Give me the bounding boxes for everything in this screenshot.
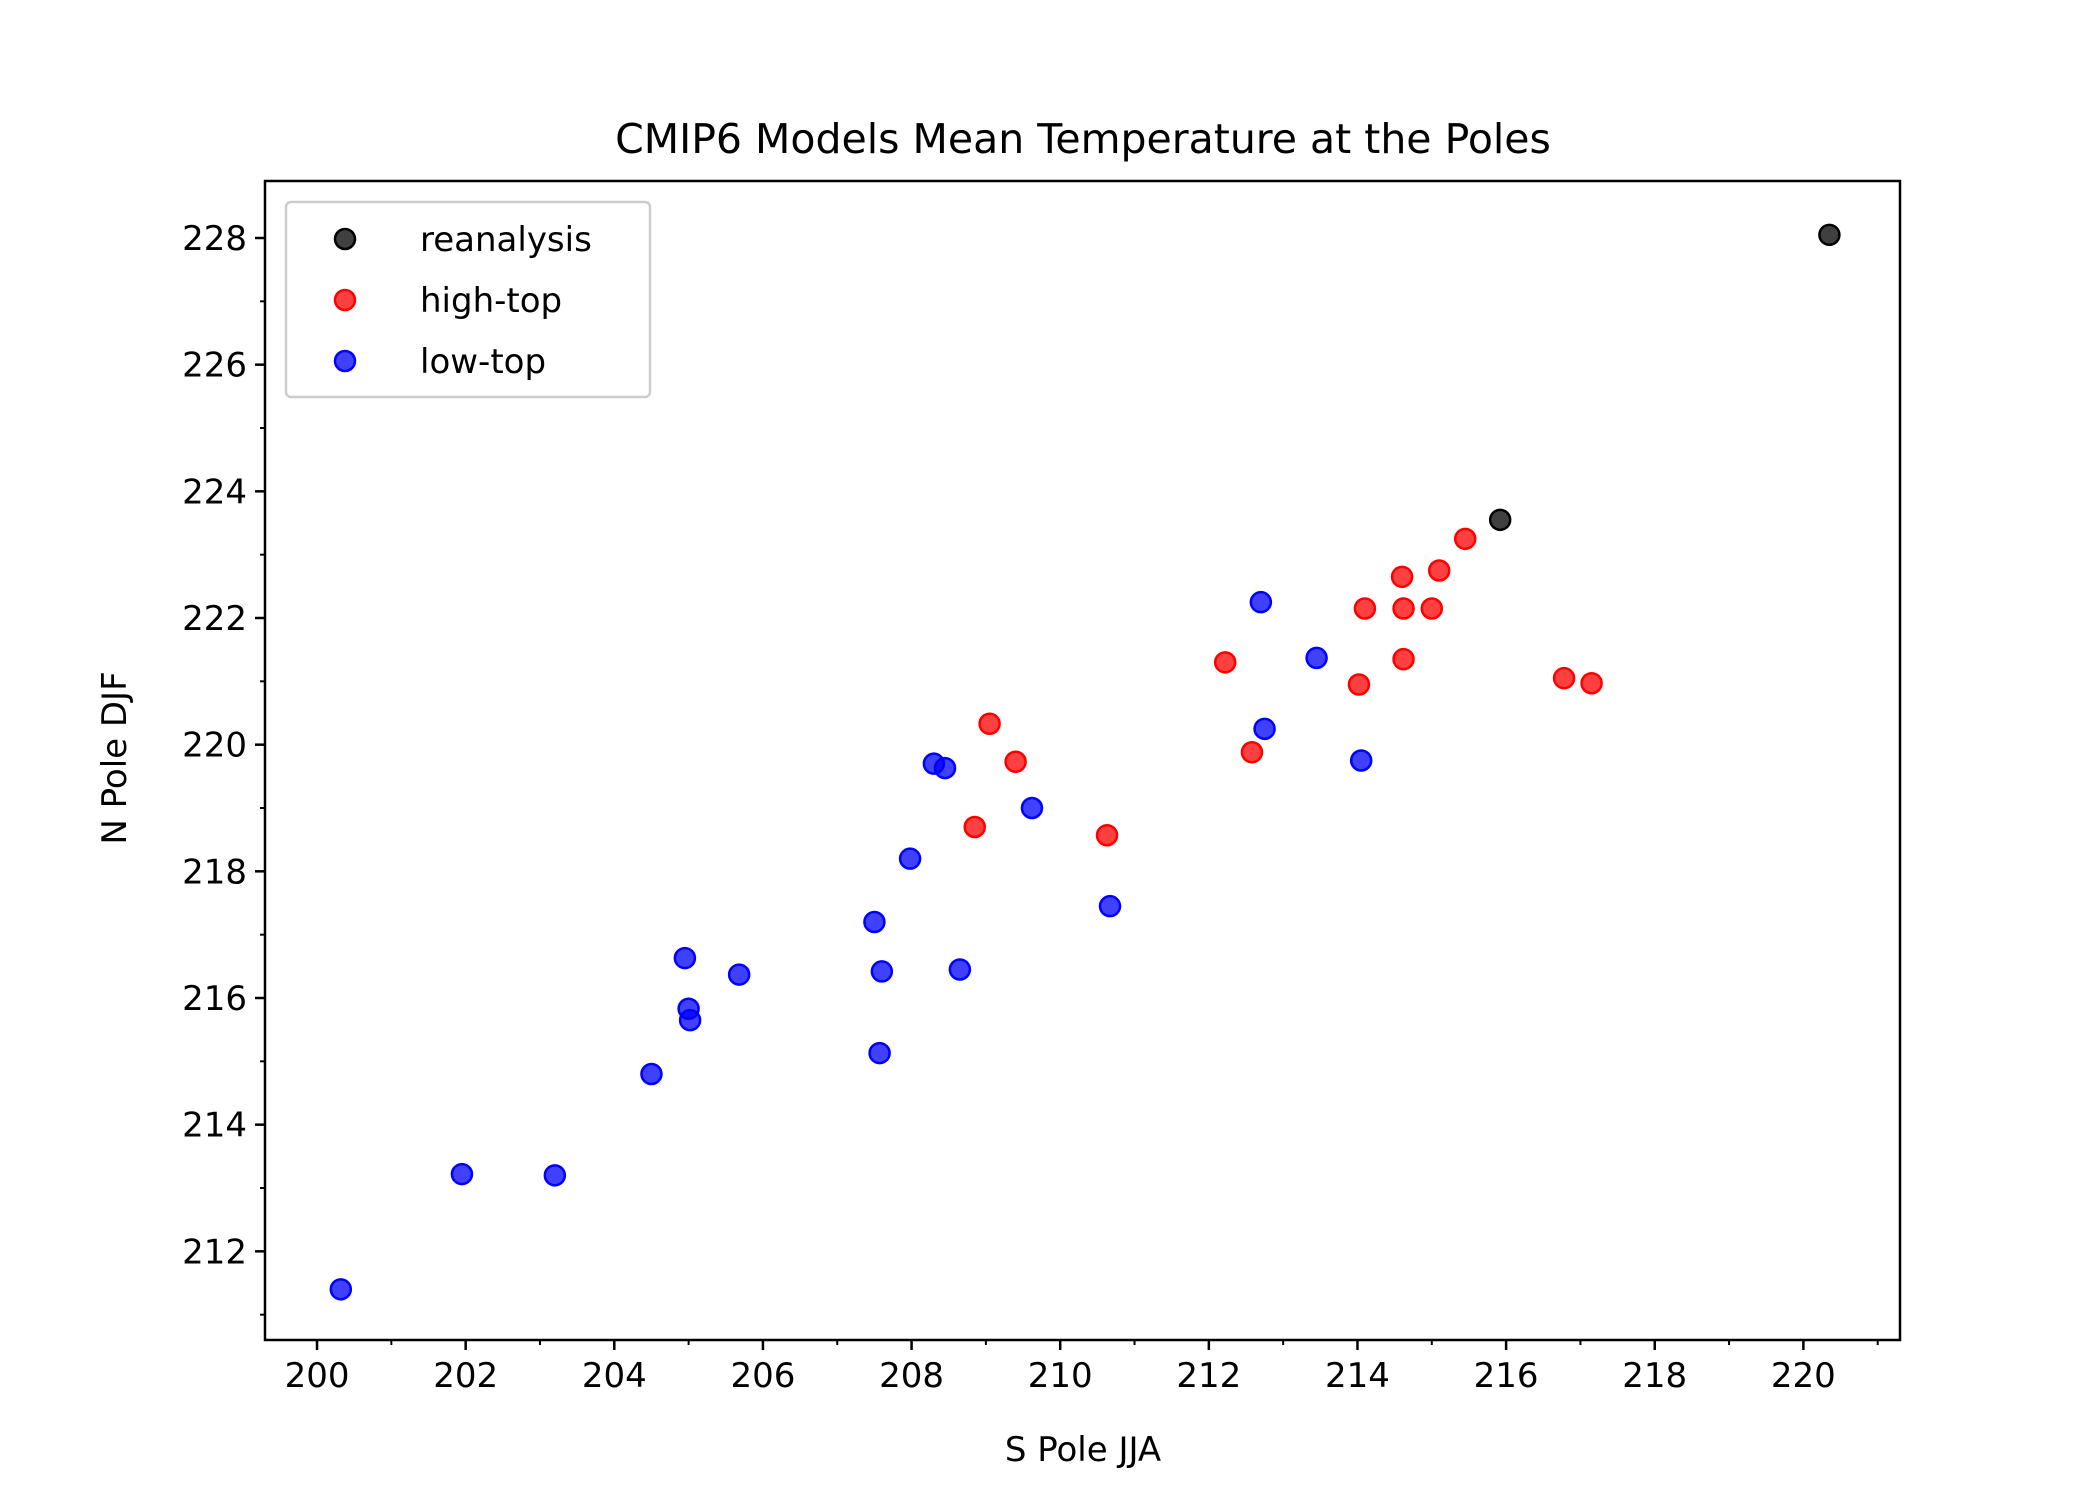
low-top-point xyxy=(678,1008,702,1032)
high-top-point xyxy=(963,815,986,839)
x-tick-label: 214 xyxy=(1325,1356,1390,1396)
high-top-point xyxy=(978,712,1001,736)
x-tick-label: 220 xyxy=(1771,1356,1836,1396)
low-top-point xyxy=(1249,590,1273,614)
y-tick-label: 214 xyxy=(182,1106,247,1146)
legend-label-low-top: low-top xyxy=(420,342,546,382)
y-tick-label: 220 xyxy=(182,726,247,766)
x-tick-label: 212 xyxy=(1176,1356,1241,1396)
low-top-point xyxy=(1098,894,1122,918)
x-tick-label: 200 xyxy=(285,1356,350,1396)
low-top-point xyxy=(933,756,957,780)
low-top-point xyxy=(543,1164,567,1187)
low-top-point xyxy=(898,847,922,870)
high-top-point xyxy=(1427,559,1451,582)
low-top-point xyxy=(673,946,697,970)
low-top-point xyxy=(1253,717,1276,741)
x-tick-label: 208 xyxy=(879,1356,944,1396)
y-tick-label: 228 xyxy=(182,219,247,259)
y-tick-label: 218 xyxy=(182,852,247,892)
x-tick-label: 216 xyxy=(1474,1356,1539,1396)
legend-marker-high-top xyxy=(333,288,357,312)
high-top-point xyxy=(1552,666,1576,690)
reanalysis-point xyxy=(1488,508,1512,532)
low-top-point xyxy=(863,910,886,934)
low-top-point xyxy=(868,1041,891,1065)
x-tick-label: 202 xyxy=(433,1356,498,1396)
x-axis-label: S Pole JJA xyxy=(1005,1430,1161,1470)
y-tick-label: 212 xyxy=(182,1232,247,1272)
low-top-point xyxy=(450,1162,474,1186)
y-axis-label: N Pole DJF xyxy=(95,671,135,844)
high-top-point xyxy=(1580,671,1603,695)
high-top-point xyxy=(1240,741,1264,764)
low-top-point xyxy=(727,963,751,986)
legend-label-high-top: high-top xyxy=(420,281,562,321)
axes-frame xyxy=(263,179,1902,1342)
high-top-point xyxy=(1213,651,1237,674)
low-top-point xyxy=(948,958,972,981)
y-axis: 212 214 216 218 220 222 224 226 228 xyxy=(182,219,265,1316)
high-top-point xyxy=(1353,597,1377,620)
low-top-point xyxy=(1349,749,1373,772)
reanalysis-point xyxy=(1818,223,1841,247)
legend-box xyxy=(284,200,652,399)
low-top-point xyxy=(329,1278,353,1301)
low-top-point xyxy=(1305,646,1328,670)
chart-title: CMIP6 Models Mean Temperature at the Pol… xyxy=(615,115,1551,163)
legend: reanalysis high-top low-top xyxy=(284,200,652,399)
high-top-point xyxy=(1392,647,1415,671)
y-tick-label: 226 xyxy=(182,346,247,386)
low-top-point xyxy=(1020,796,1044,820)
x-tick-label: 210 xyxy=(1028,1356,1093,1396)
high-top-point xyxy=(1392,597,1415,620)
high-top-point xyxy=(1347,673,1371,696)
high-top-point xyxy=(1420,597,1444,620)
x-axis: 200 202 204 206 208 210 212 214 216 218 220 xyxy=(285,1340,1879,1396)
legend-marker-low-top xyxy=(333,349,357,373)
high-top-point xyxy=(1390,565,1414,589)
x-tick-label: 206 xyxy=(730,1356,795,1396)
high-top-point xyxy=(1004,750,1027,774)
x-tick-label: 204 xyxy=(582,1356,647,1396)
data-points xyxy=(329,223,1841,1301)
low-top-point xyxy=(640,1062,663,1086)
high-top-point xyxy=(1095,823,1119,847)
legend-marker-reanalysis xyxy=(333,227,357,251)
x-tick-label: 218 xyxy=(1622,1356,1687,1396)
high-top-point xyxy=(1453,527,1477,551)
y-tick-label: 222 xyxy=(182,599,247,639)
legend-label-reanalysis: reanalysis xyxy=(420,220,592,260)
low-top-point xyxy=(870,960,894,983)
y-tick-label: 224 xyxy=(182,472,247,512)
y-tick-label: 216 xyxy=(182,979,247,1019)
